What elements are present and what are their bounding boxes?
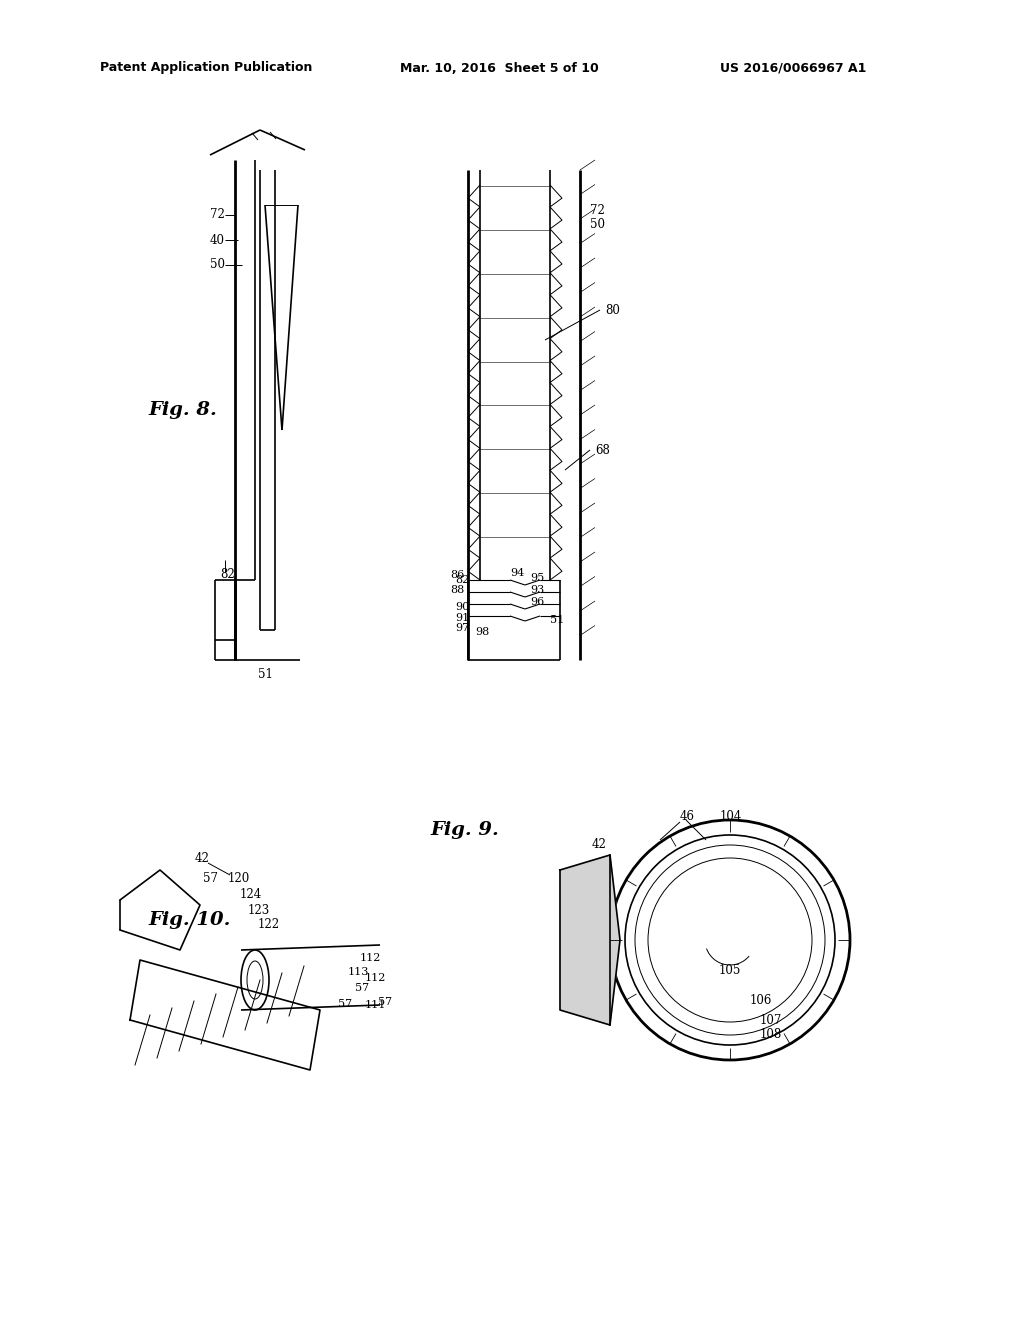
Text: 57: 57 xyxy=(203,871,218,884)
Text: 120: 120 xyxy=(228,871,250,884)
Text: 91: 91 xyxy=(455,612,469,623)
Text: 112: 112 xyxy=(365,973,386,983)
Text: 104: 104 xyxy=(720,810,742,824)
Text: 105: 105 xyxy=(719,964,741,977)
Polygon shape xyxy=(130,960,319,1071)
Text: 57: 57 xyxy=(378,997,392,1007)
Text: 50: 50 xyxy=(210,259,225,272)
Text: 94: 94 xyxy=(510,568,524,578)
Text: 98: 98 xyxy=(475,627,489,638)
Polygon shape xyxy=(560,855,620,1026)
Text: 40: 40 xyxy=(210,234,225,247)
Text: 68: 68 xyxy=(595,444,610,457)
Text: 80: 80 xyxy=(605,304,620,317)
Text: 86: 86 xyxy=(450,570,464,579)
Text: 72: 72 xyxy=(590,203,605,216)
Text: 57: 57 xyxy=(338,999,352,1008)
Text: Fig. 8.: Fig. 8. xyxy=(148,401,217,418)
Text: 72: 72 xyxy=(210,209,225,222)
Text: 93: 93 xyxy=(530,585,544,595)
Text: Mar. 10, 2016  Sheet 5 of 10: Mar. 10, 2016 Sheet 5 of 10 xyxy=(400,62,599,74)
Text: 42: 42 xyxy=(592,838,607,851)
Text: 51: 51 xyxy=(258,668,272,681)
Text: 82: 82 xyxy=(220,569,234,582)
Text: Patent Application Publication: Patent Application Publication xyxy=(100,62,312,74)
Text: US 2016/0066967 A1: US 2016/0066967 A1 xyxy=(720,62,866,74)
Text: Fig. 10.: Fig. 10. xyxy=(148,911,230,929)
Text: 50: 50 xyxy=(590,219,605,231)
Text: 106: 106 xyxy=(750,994,772,1006)
Text: 108: 108 xyxy=(760,1028,782,1041)
Text: 124: 124 xyxy=(240,888,262,902)
Text: 82: 82 xyxy=(455,576,469,585)
Text: 107: 107 xyxy=(760,1014,782,1027)
Text: 95: 95 xyxy=(530,573,544,583)
Text: 90: 90 xyxy=(455,602,469,612)
Text: 112: 112 xyxy=(360,953,381,964)
Text: 97: 97 xyxy=(455,623,469,634)
Text: 42: 42 xyxy=(195,851,210,865)
Text: Fig. 9.: Fig. 9. xyxy=(430,821,499,840)
Text: 111: 111 xyxy=(365,1001,386,1010)
Text: 46: 46 xyxy=(680,810,695,824)
Text: 96: 96 xyxy=(530,597,544,607)
Text: 51: 51 xyxy=(550,615,564,624)
Text: 123: 123 xyxy=(248,903,270,916)
Text: 57: 57 xyxy=(355,983,369,993)
Text: 122: 122 xyxy=(258,919,281,932)
Text: 113: 113 xyxy=(348,968,370,977)
Text: 88: 88 xyxy=(450,585,464,595)
